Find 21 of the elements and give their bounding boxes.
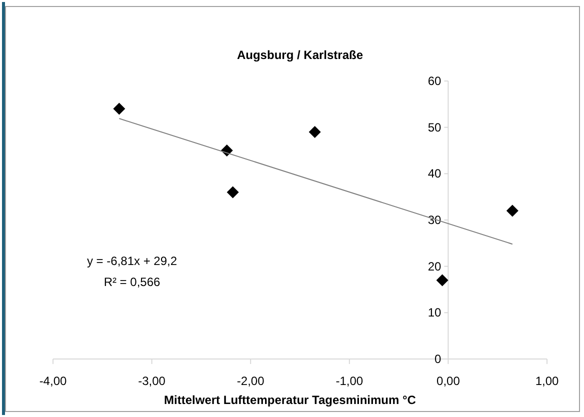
point (308, 126, 321, 138)
y-tick-label: 60 (428, 74, 442, 88)
x-axis-title: Mittelwert Lufttemperatur Tagesminimum °C (164, 393, 416, 407)
y-tick-label: 0 (434, 352, 442, 366)
x-tick-label: -2,00 (236, 374, 265, 388)
chart-title: Augsburg / Karlstraße (236, 48, 364, 62)
annotation: y = -6,81x + 29,2 (86, 254, 178, 268)
x-tick-label: -1,00 (336, 374, 364, 388)
point (506, 204, 518, 217)
x-tick-label: 0,00 (436, 374, 460, 388)
x-tick-label: -3,00 (138, 374, 166, 388)
y-tick-label: 20 (428, 259, 442, 274)
x-tick-label: 1,00 (535, 374, 559, 388)
point (113, 102, 126, 115)
x-tick-label: -4,00 (39, 374, 67, 388)
y-tick-label: 50 (428, 120, 442, 134)
annotation: R² = 0,566 (104, 275, 161, 289)
point (436, 274, 448, 286)
point (226, 186, 239, 198)
y-tick-label: 10 (428, 306, 442, 320)
y-tick-label: 40 (428, 166, 442, 181)
